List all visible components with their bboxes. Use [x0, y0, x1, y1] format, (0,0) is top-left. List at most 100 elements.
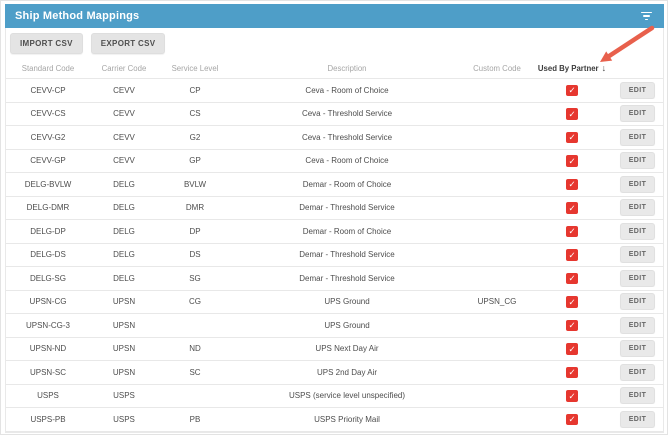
service-level-cell: SG [189, 273, 201, 283]
used-by-partner-cell: ✓ [532, 225, 612, 237]
custom-code-cell: UPSN_CG [477, 297, 517, 307]
table-row: CEVV-CS CEVV CS Ceva - Threshold Service ✓ ED… [6, 101, 663, 126]
carrier-code-cell: CEVV [113, 109, 135, 119]
service-level-cell: DMR [185, 203, 205, 213]
description-cell: Ceva - Room of Choice [305, 156, 389, 166]
used-by-partner-cell: ✓ [532, 390, 612, 402]
edit-button[interactable]: EDIT [619, 293, 656, 311]
used-by-partner-checkbox[interactable]: ✓ [566, 108, 578, 120]
table-row: CEVV-G2 CEVV G2 Ceva - Threshold Service ✓ ED… [6, 125, 663, 149]
used-by-partner-cell: ✓ [532, 343, 612, 355]
standard-code-cell: UPSN-CG-3 [25, 320, 70, 330]
sort-descending-icon[interactable]: ↓ [601, 63, 607, 73]
column-header-standard-code[interactable]: Standard Code [21, 63, 75, 73]
description-cell: USPS Priority Mail [314, 414, 380, 424]
standard-code-cell: DELG-DS [30, 250, 66, 260]
used-by-partner-checkbox[interactable]: ✓ [566, 131, 578, 143]
import-csv-button[interactable]: IMPORT CSV [10, 32, 83, 54]
edit-button[interactable]: EDIT [619, 246, 656, 264]
used-by-partner-cell: ✓ [532, 413, 612, 425]
used-by-partner-cell: ✓ [532, 84, 612, 96]
used-by-partner-label: Used By Partner [537, 64, 599, 73]
edit-button[interactable]: EDIT [619, 387, 656, 405]
used-by-partner-cell: ✓ [532, 366, 612, 378]
standard-code-cell: UPSN-ND [29, 344, 67, 354]
used-by-partner-checkbox[interactable]: ✓ [566, 343, 578, 355]
used-by-partner-checkbox[interactable]: ✓ [566, 225, 578, 237]
table-row: USPS USPS USPS (service level unspecified)… [6, 383, 663, 408]
filter-icon[interactable] [639, 10, 654, 23]
description-cell: Demar - Threshold Service [299, 203, 395, 213]
carrier-code-cell: UPSN [112, 320, 136, 330]
edit-button[interactable]: EDIT [619, 222, 656, 240]
used-by-partner-checkbox[interactable]: ✓ [566, 178, 578, 190]
table-row: DELG-DMR DELG DMR Demar - Threshold Service… [6, 195, 663, 220]
column-header-used-by-partner[interactable]: Used By Partner ↓ [532, 63, 612, 73]
actions-cell: EDIT [612, 175, 663, 193]
used-by-partner-checkbox[interactable]: ✓ [566, 155, 578, 167]
actions-cell: EDIT [612, 199, 663, 217]
table-row: DELG-SG DELG SG Demar - Threshold Service ✓ E… [6, 266, 663, 290]
edit-button[interactable]: EDIT [619, 199, 656, 217]
edit-button[interactable]: EDIT [619, 152, 656, 170]
actions-cell: EDIT [612, 81, 663, 99]
used-by-partner-checkbox[interactable]: ✓ [566, 390, 578, 402]
toolbar: IMPORT CSV EXPORT CSV [6, 28, 663, 58]
panel-titlebar: Ship Method Mappings [5, 4, 664, 28]
description-cell: Ceva - Room of Choice [305, 85, 389, 95]
description-cell: UPS 2nd Day Air [316, 367, 378, 377]
standard-code-cell: CEVV-CP [30, 85, 66, 95]
column-header-custom-code[interactable]: Custom Code [473, 63, 521, 73]
panel-title: Ship Method Mappings [15, 10, 140, 22]
description-cell: UPS Ground [324, 297, 370, 307]
edit-button[interactable]: EDIT [619, 128, 656, 146]
table-row: CEVV-GP CEVV GP Ceva - Room of Choice ✓ EDIT [6, 148, 663, 173]
carrier-code-cell: CEVV [113, 85, 135, 95]
actions-cell: EDIT [612, 222, 663, 240]
used-by-partner-cell: ✓ [532, 249, 612, 261]
used-by-partner-checkbox[interactable]: ✓ [566, 366, 578, 378]
edit-button[interactable]: EDIT [619, 81, 656, 99]
standard-code-cell: CEVV-CS [30, 109, 66, 119]
used-by-partner-cell: ✓ [532, 178, 612, 190]
standard-code-cell: DELG-DP [30, 226, 66, 236]
edit-button[interactable]: EDIT [619, 175, 656, 193]
export-csv-button[interactable]: EXPORT CSV [90, 32, 166, 54]
table-row: CEVV-CP CEVV CP Ceva - Room of Choice ✓ EDIT [6, 78, 663, 102]
used-by-partner-checkbox[interactable]: ✓ [566, 202, 578, 214]
used-by-partner-checkbox[interactable]: ✓ [566, 413, 578, 425]
description-cell: Demar - Threshold Service [299, 273, 395, 283]
actions-cell: EDIT [612, 340, 663, 358]
service-level-cell: SC [189, 367, 201, 377]
actions-cell: EDIT [612, 387, 663, 405]
column-header-description[interactable]: Description [327, 63, 367, 73]
service-level-cell: CG [189, 297, 201, 307]
edit-button[interactable]: EDIT [619, 410, 656, 428]
used-by-partner-checkbox[interactable]: ✓ [566, 319, 578, 331]
carrier-code-cell: DELG [113, 226, 135, 236]
used-by-partner-checkbox[interactable]: ✓ [566, 249, 578, 261]
used-by-partner-cell: ✓ [532, 131, 612, 143]
column-header-service-level[interactable]: Service Level [171, 63, 219, 73]
table-row: DELG-DS DELG DS Demar - Threshold Service ✓ E… [6, 242, 663, 267]
service-level-cell: DP [189, 226, 201, 236]
standard-code-cell: DELG-BVLW [24, 179, 72, 189]
actions-cell: EDIT [612, 363, 663, 381]
table-row: UPSN-ND UPSN ND UPS Next Day Air ✓ EDIT [6, 336, 663, 361]
column-header-carrier-code[interactable]: Carrier Code [101, 63, 147, 73]
actions-cell: EDIT [612, 128, 663, 146]
used-by-partner-checkbox[interactable]: ✓ [566, 272, 578, 284]
description-cell: UPS Ground [324, 320, 370, 330]
standard-code-cell: UPSN-CG [29, 297, 67, 307]
edit-button[interactable]: EDIT [619, 269, 656, 287]
edit-button[interactable]: EDIT [619, 105, 656, 123]
edit-button[interactable]: EDIT [619, 316, 656, 334]
edit-button[interactable]: EDIT [619, 340, 656, 358]
used-by-partner-checkbox[interactable]: ✓ [566, 296, 578, 308]
used-by-partner-checkbox[interactable]: ✓ [566, 84, 578, 96]
service-level-cell: CS [189, 109, 201, 119]
edit-button[interactable]: EDIT [619, 363, 656, 381]
used-by-partner-cell: ✓ [532, 319, 612, 331]
carrier-code-cell: CEVV [113, 132, 135, 142]
carrier-code-cell: USPS [113, 414, 135, 424]
